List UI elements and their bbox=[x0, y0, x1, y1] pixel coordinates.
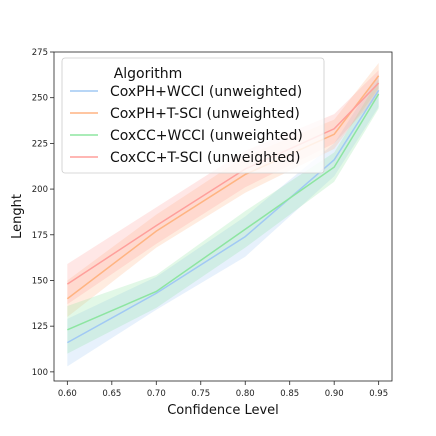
legend-box bbox=[61, 57, 325, 174]
legend-title: Algorithm bbox=[114, 66, 183, 82]
y-tick-label: 125 bbox=[32, 322, 48, 332]
line-coxph-t-sci-unweighted bbox=[66, 75, 380, 300]
legend-label-coxcc-wcci-unweighted: CoxCC+WCCI (unweighted) bbox=[110, 128, 303, 144]
x-tick-label: 0.70 bbox=[147, 389, 166, 399]
legend-label-coxcc-t-sci-unweighted: CoxCC+T-SCI (unweighted) bbox=[110, 150, 300, 166]
line-coxcc-wcci-unweighted bbox=[67, 93, 380, 331]
legend-label-coxph-t-sci-unweighted: CoxPH+T-SCI (unweighted) bbox=[110, 106, 300, 122]
y-tick-label: 100 bbox=[32, 368, 48, 378]
x-tick-label: 0.85 bbox=[280, 389, 299, 399]
plot-area-frame bbox=[53, 51, 393, 382]
y-tick-label: 200 bbox=[32, 185, 48, 195]
legend: Algorithm CoxPH+WCCI (unweighted) CoxPH+T… bbox=[61, 57, 325, 174]
legend-items: CoxPH+WCCI (unweighted) CoxPH+T-SCI (unwe… bbox=[70, 84, 303, 166]
y-axis-label: Lenght bbox=[10, 194, 25, 239]
y-tick-label: 275 bbox=[32, 48, 48, 58]
x-tick-label: 0.80 bbox=[236, 389, 255, 399]
x-tick-label: 0.75 bbox=[191, 389, 210, 399]
band-coxcc-wcci-unweighted bbox=[67, 79, 379, 354]
legend-label-coxph-wcci-unweighted: CoxPH+WCCI (unweighted) bbox=[110, 84, 302, 100]
y-tick-label: 175 bbox=[32, 231, 48, 241]
x-tick-label: 0.95 bbox=[369, 389, 388, 399]
x-axis-label: Confidence Level bbox=[167, 403, 279, 418]
y-tick-label: 150 bbox=[32, 276, 48, 286]
line-coxph-wcci-unweighted bbox=[66, 89, 380, 344]
x-tick-label: 0.90 bbox=[325, 389, 344, 399]
y-tick-label: 250 bbox=[32, 94, 48, 104]
y-axis-ticks: 100 125 150 175 200 225 250 275 bbox=[32, 48, 54, 378]
x-tick-label: 0.60 bbox=[58, 389, 77, 399]
band-coxph-wcci-unweighted bbox=[67, 73, 379, 367]
y-tick-label: 225 bbox=[32, 139, 48, 149]
x-axis-ticks: 0.60 0.65 0.70 0.75 0.80 0.85 0.90 0.95 bbox=[58, 381, 388, 399]
band-coxph-t-sci-unweighted bbox=[67, 62, 379, 318]
x-tick-label: 0.65 bbox=[102, 389, 121, 399]
